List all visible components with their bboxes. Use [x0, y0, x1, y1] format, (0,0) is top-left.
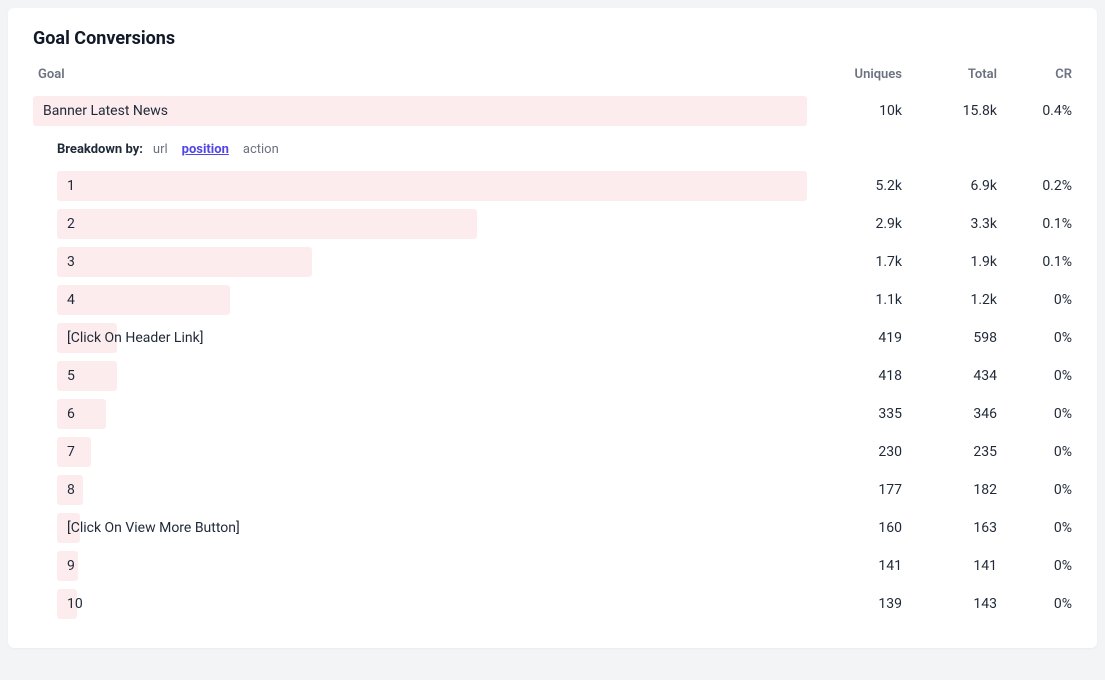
goal-conversions-card: Goal Conversions Goal Uniques Total CR B…: [8, 8, 1097, 648]
breakdown-bar-cell: 10: [57, 589, 807, 619]
cr-value: 0%: [997, 596, 1072, 612]
cr-value: 0%: [997, 330, 1072, 346]
goal-label: Banner Latest News: [43, 96, 168, 126]
cr-value: 0%: [997, 520, 1072, 536]
breakdown-label: 2: [67, 209, 75, 239]
cr-value: 0.1%: [997, 254, 1072, 270]
breakdown-bar-fill: [57, 399, 106, 429]
breakdown-row[interactable]: [Click On View More Button] 1601630%: [33, 509, 1072, 547]
breakdown-row[interactable]: 8 1771820%: [33, 471, 1072, 509]
total-value: 141: [902, 558, 997, 574]
cr-value: 0.4%: [997, 103, 1072, 119]
uniques-value: 1.1k: [807, 292, 902, 308]
uniques-value: 141: [807, 558, 902, 574]
cr-value: 0%: [997, 292, 1072, 308]
uniques-value: 230: [807, 444, 902, 460]
col-header-uniques: Uniques: [807, 67, 902, 82]
total-value: 163: [902, 520, 997, 536]
breakdown-option-action[interactable]: action: [243, 142, 279, 157]
breakdown-bar-fill: [57, 171, 807, 201]
breakdown-bar-cell: 5: [57, 361, 807, 391]
uniques-value: 160: [807, 520, 902, 536]
uniques-value: 10k: [807, 103, 902, 119]
breakdown-selector: Breakdown by: url position action: [33, 130, 1072, 167]
breakdown-label: 7: [67, 437, 75, 467]
breakdown-row[interactable]: 10 1391430%: [33, 585, 1072, 623]
breakdown-label: Breakdown by:: [57, 142, 143, 157]
breakdown-bar-fill: [57, 209, 477, 239]
cr-value: 0%: [997, 444, 1072, 460]
uniques-value: 1.7k: [807, 254, 902, 270]
breakdown-row[interactable]: 91411410%: [33, 547, 1072, 585]
breakdown-row[interactable]: 1 5.2k6.9k0.2%: [33, 167, 1072, 205]
cr-value: 0%: [997, 482, 1072, 498]
breakdown-label: 8: [67, 475, 75, 505]
breakdown-bar-cell: 2: [57, 209, 807, 239]
breakdown-row[interactable]: 6 3353460%: [33, 395, 1072, 433]
breakdown-bar-cell: [Click On View More Button]: [57, 513, 807, 543]
cr-value: 0.1%: [997, 216, 1072, 232]
total-value: 182: [902, 482, 997, 498]
breakdown-label: 3: [67, 247, 75, 277]
breakdown-option-url[interactable]: url: [153, 142, 168, 157]
breakdown-label: [Click On Header Link]: [67, 323, 203, 353]
breakdown-bar-cell: 1: [57, 171, 807, 201]
breakdown-row[interactable]: [Click On Header Link] 4195980%: [33, 319, 1072, 357]
total-value: 3.3k: [902, 216, 997, 232]
breakdown-bar-cell: 3: [57, 247, 807, 277]
breakdown-row[interactable]: 5 4184340%: [33, 357, 1072, 395]
breakdown-label: 10: [67, 589, 83, 619]
cr-value: 0%: [997, 406, 1072, 422]
breakdown-bar-cell: 6: [57, 399, 807, 429]
breakdown-rows: 15.2k6.9k0.2%22.9k3.3k0.1%31.7k1.9k0.1%4…: [33, 167, 1072, 623]
breakdown-bar-cell: [Click On Header Link]: [57, 323, 807, 353]
total-value: 1.2k: [902, 292, 997, 308]
breakdown-bar-cell: 9: [57, 551, 807, 581]
col-header-total: Total: [902, 67, 997, 82]
uniques-value: 177: [807, 482, 902, 498]
breakdown-row[interactable]: 3 1.7k1.9k0.1%: [33, 243, 1072, 281]
cr-value: 0.2%: [997, 178, 1072, 194]
total-value: 15.8k: [902, 103, 997, 119]
breakdown-bar-fill: [57, 285, 230, 315]
breakdown-label: 6: [67, 399, 75, 429]
breakdown-option-position[interactable]: position: [182, 142, 229, 157]
total-value: 143: [902, 596, 997, 612]
breakdown-label: 5: [67, 361, 75, 391]
breakdown-bar-fill: [57, 247, 312, 277]
breakdown-bar-cell: 7: [57, 437, 807, 467]
breakdown-bar-cell: 8: [57, 475, 807, 505]
total-value: 598: [902, 330, 997, 346]
cr-value: 0%: [997, 368, 1072, 384]
uniques-value: 139: [807, 596, 902, 612]
total-value: 235: [902, 444, 997, 460]
breakdown-label: [Click On View More Button]: [67, 513, 240, 543]
col-header-cr: CR: [997, 67, 1072, 82]
col-header-goal: Goal: [33, 67, 807, 82]
breakdown-row[interactable]: 7 2302350%: [33, 433, 1072, 471]
breakdown-label: 9: [67, 551, 75, 581]
uniques-value: 418: [807, 368, 902, 384]
goal-row-main[interactable]: Banner Latest News 10k 15.8k 0.4%: [33, 92, 1072, 130]
total-value: 434: [902, 368, 997, 384]
uniques-value: 419: [807, 330, 902, 346]
breakdown-row[interactable]: 4 1.1k1.2k0%: [33, 281, 1072, 319]
breakdown-label: 1: [67, 171, 75, 201]
total-value: 346: [902, 406, 997, 422]
uniques-value: 335: [807, 406, 902, 422]
breakdown-bar-cell: 4: [57, 285, 807, 315]
breakdown-label: 4: [67, 285, 75, 315]
cr-value: 0%: [997, 558, 1072, 574]
goal-bar-cell: Banner Latest News: [33, 96, 807, 126]
total-value: 1.9k: [902, 254, 997, 270]
uniques-value: 5.2k: [807, 178, 902, 194]
uniques-value: 2.9k: [807, 216, 902, 232]
breakdown-bar-fill: [57, 361, 117, 391]
card-title: Goal Conversions: [33, 28, 1072, 49]
breakdown-row[interactable]: 2 2.9k3.3k0.1%: [33, 205, 1072, 243]
table-header: Goal Uniques Total CR: [33, 61, 1072, 92]
total-value: 6.9k: [902, 178, 997, 194]
